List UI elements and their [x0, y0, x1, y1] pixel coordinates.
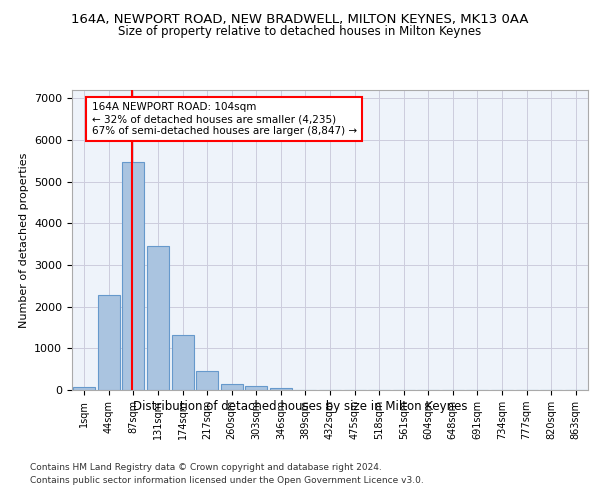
Text: Size of property relative to detached houses in Milton Keynes: Size of property relative to detached ho… — [118, 25, 482, 38]
Bar — [245, 386, 268, 390]
Bar — [221, 384, 243, 390]
Text: Contains HM Land Registry data © Crown copyright and database right 2024.: Contains HM Land Registry data © Crown c… — [30, 462, 382, 471]
Y-axis label: Number of detached properties: Number of detached properties — [19, 152, 29, 328]
Bar — [147, 246, 169, 390]
Bar — [172, 336, 194, 390]
Text: 164A, NEWPORT ROAD, NEW BRADWELL, MILTON KEYNES, MK13 0AA: 164A, NEWPORT ROAD, NEW BRADWELL, MILTON… — [71, 12, 529, 26]
Bar — [98, 295, 120, 390]
Text: 164A NEWPORT ROAD: 104sqm
← 32% of detached houses are smaller (4,235)
67% of se: 164A NEWPORT ROAD: 104sqm ← 32% of detac… — [92, 102, 357, 136]
Text: Distribution of detached houses by size in Milton Keynes: Distribution of detached houses by size … — [133, 400, 467, 413]
Bar — [270, 388, 292, 390]
Bar — [73, 386, 95, 390]
Bar — [196, 371, 218, 390]
Text: Contains public sector information licensed under the Open Government Licence v3: Contains public sector information licen… — [30, 476, 424, 485]
Bar — [122, 162, 145, 390]
